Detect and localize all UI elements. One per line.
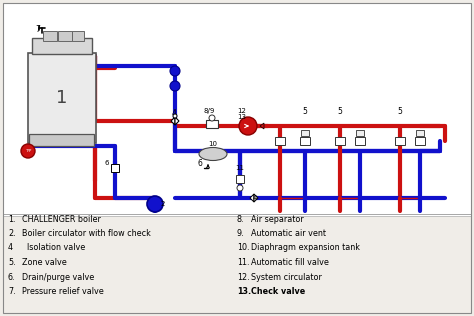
Bar <box>415 137 425 145</box>
Text: 6: 6 <box>105 160 109 166</box>
Text: Boiler circulator with flow check: Boiler circulator with flow check <box>22 229 151 238</box>
Text: 1.: 1. <box>8 215 16 223</box>
Text: 13.: 13. <box>237 287 251 296</box>
Text: 7.: 7. <box>8 287 16 296</box>
Bar <box>301 130 309 136</box>
Text: 11: 11 <box>236 165 245 171</box>
Text: Air separator: Air separator <box>251 215 304 223</box>
Circle shape <box>209 115 215 121</box>
Text: Pressure relief valve: Pressure relief valve <box>22 287 104 296</box>
Bar <box>356 130 364 136</box>
Text: 1: 1 <box>56 89 68 107</box>
Circle shape <box>170 81 180 91</box>
Text: 12: 12 <box>237 108 246 114</box>
Text: System circulator: System circulator <box>251 272 322 282</box>
Bar <box>28 53 96 143</box>
Circle shape <box>239 117 257 135</box>
Text: 12.: 12. <box>237 272 250 282</box>
Text: 8/9: 8/9 <box>203 108 215 114</box>
Polygon shape <box>254 194 258 202</box>
Text: 5: 5 <box>302 106 308 116</box>
Text: 13: 13 <box>237 114 246 120</box>
Bar <box>29 134 94 146</box>
Text: 8.: 8. <box>237 215 245 223</box>
Circle shape <box>147 196 163 212</box>
Bar <box>111 164 119 172</box>
Text: 9.: 9. <box>237 229 245 238</box>
Text: 4: 4 <box>172 108 176 118</box>
Bar <box>395 137 405 145</box>
Bar <box>43 31 57 41</box>
Bar <box>3 3 471 216</box>
Text: 7: 7 <box>36 26 40 34</box>
Text: 4: 4 <box>8 244 13 252</box>
Text: 6: 6 <box>198 159 202 167</box>
Bar <box>300 137 310 145</box>
Text: T/P: T/P <box>25 149 31 153</box>
Polygon shape <box>171 117 175 125</box>
Bar <box>275 137 285 145</box>
Text: 6.: 6. <box>8 272 16 282</box>
Bar <box>32 38 92 54</box>
Polygon shape <box>250 194 254 202</box>
Bar <box>206 120 218 128</box>
Text: Diaphragm expansion tank: Diaphragm expansion tank <box>251 244 360 252</box>
Text: 10: 10 <box>209 141 218 147</box>
Circle shape <box>173 114 177 118</box>
Text: 2.: 2. <box>8 229 16 238</box>
Polygon shape <box>175 117 179 125</box>
Text: 10.: 10. <box>237 244 249 252</box>
Ellipse shape <box>199 148 227 161</box>
Circle shape <box>21 144 35 158</box>
Text: 5: 5 <box>398 106 402 116</box>
Text: 5.: 5. <box>8 258 16 267</box>
Text: Check valve: Check valve <box>251 287 305 296</box>
Bar <box>335 137 345 145</box>
Text: 4: 4 <box>253 195 257 201</box>
Circle shape <box>170 66 180 76</box>
Text: Automatic air vent: Automatic air vent <box>251 229 326 238</box>
Text: 11.: 11. <box>237 258 249 267</box>
Text: 2: 2 <box>161 201 165 207</box>
Text: Drain/purge valve: Drain/purge valve <box>22 272 94 282</box>
Text: 5: 5 <box>337 106 342 116</box>
Bar <box>236 175 244 183</box>
Text: Isolation valve: Isolation valve <box>22 244 85 252</box>
Text: CHALLENGER boiler: CHALLENGER boiler <box>22 215 101 223</box>
Text: Automatic fill valve: Automatic fill valve <box>251 258 329 267</box>
Bar <box>58 31 72 41</box>
Bar <box>355 137 365 145</box>
Polygon shape <box>260 123 264 129</box>
Circle shape <box>237 185 243 191</box>
Bar <box>72 31 84 41</box>
Bar <box>416 130 424 136</box>
Text: Zone valve: Zone valve <box>22 258 67 267</box>
